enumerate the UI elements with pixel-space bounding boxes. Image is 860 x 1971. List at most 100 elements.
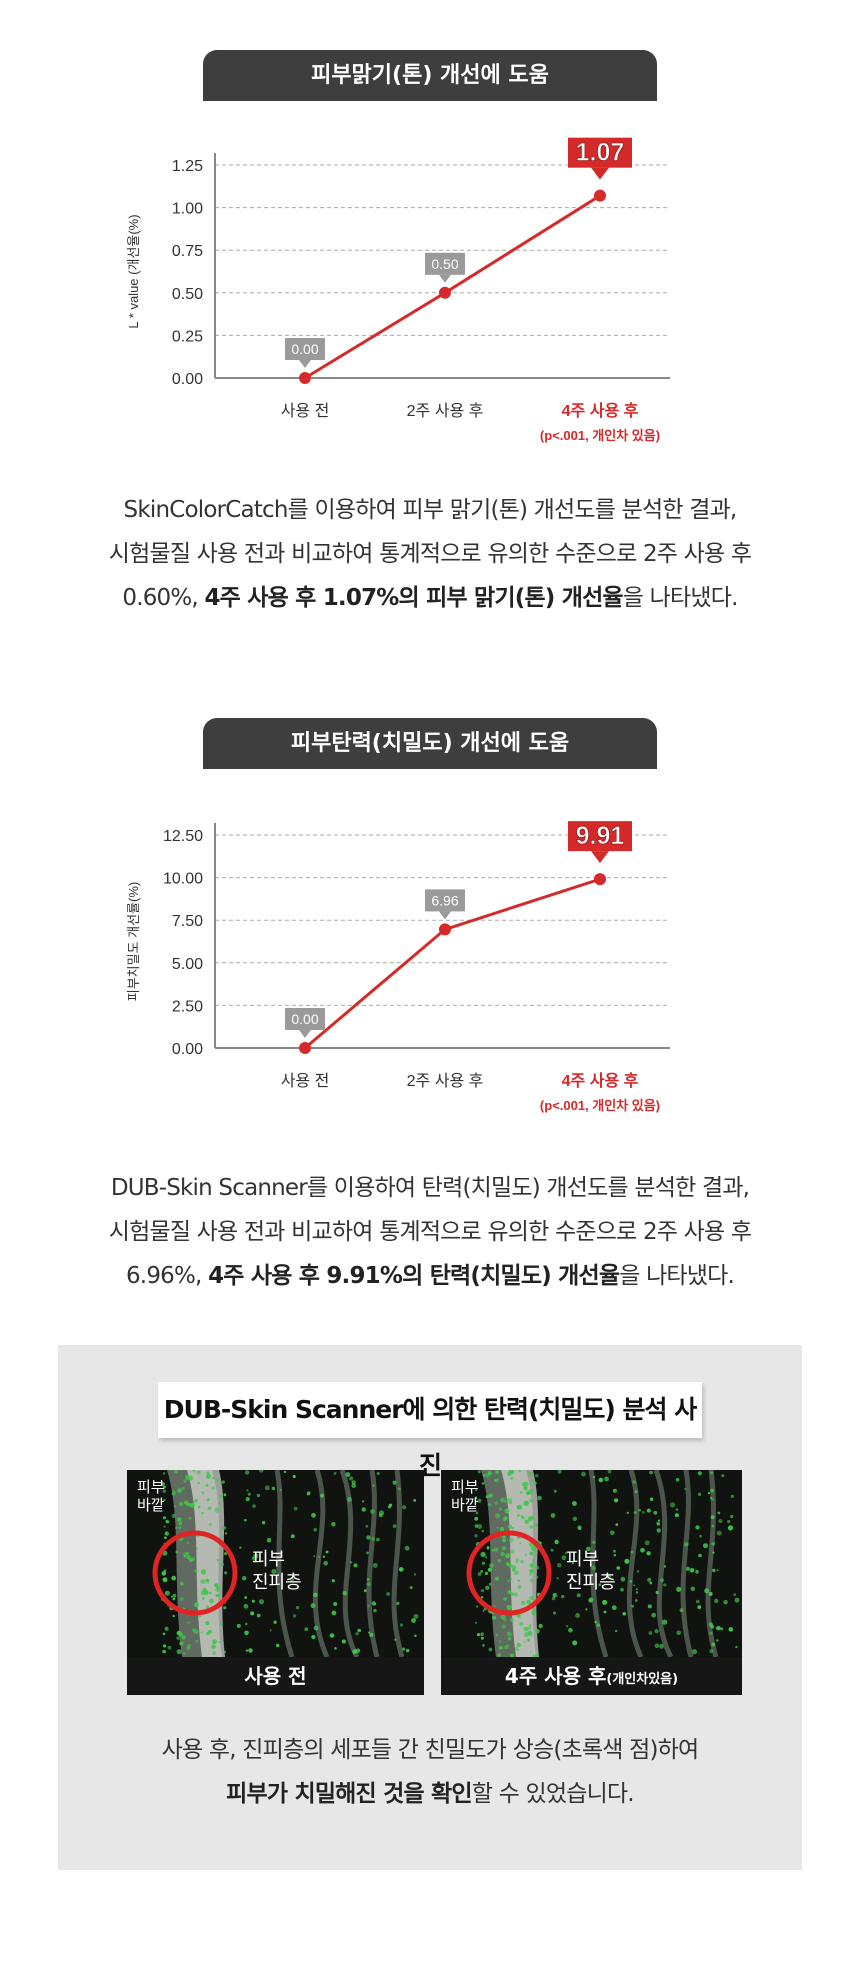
cell-dot [507, 1637, 512, 1641]
cell-dot [322, 1555, 326, 1558]
cell-dot [349, 1561, 353, 1564]
cell-dot [714, 1598, 719, 1603]
cell-dot [188, 1475, 194, 1481]
cell-dot [193, 1499, 198, 1503]
cell-dot [640, 1548, 645, 1553]
cell-dot [711, 1542, 715, 1546]
cell-dot [222, 1526, 227, 1530]
cell-dot [524, 1632, 529, 1638]
data-point [299, 1042, 311, 1054]
cell-dot [186, 1646, 191, 1651]
y-tick-label: 5.00 [172, 956, 203, 973]
cell-dot [190, 1502, 195, 1508]
cell-dot [614, 1498, 619, 1503]
cell-dot [708, 1591, 713, 1596]
cell-dot [620, 1576, 626, 1582]
cell-dot [224, 1552, 228, 1556]
cell-dot [325, 1550, 329, 1554]
cell-dot [497, 1558, 502, 1563]
cell-dot [626, 1511, 629, 1514]
cell-dot [695, 1599, 700, 1604]
cell-dot [631, 1604, 634, 1608]
x-tick-label: 2주 사용 후 [407, 402, 484, 420]
cell-dot [197, 1481, 200, 1485]
cell-dot [503, 1618, 507, 1622]
x-tick-label: 2주 사용 후 [407, 1072, 484, 1090]
cell-dot [351, 1483, 356, 1488]
cell-dot [689, 1568, 695, 1573]
cell-dot [707, 1492, 711, 1495]
significance-note: (p<.001, 개인차 있음) [540, 428, 660, 443]
cell-dot [598, 1583, 602, 1587]
y-tick-label: 1.00 [172, 201, 203, 218]
cell-dot [243, 1603, 249, 1609]
cell-dot [592, 1540, 596, 1544]
cell-dot [206, 1631, 210, 1636]
cell-dot [550, 1513, 556, 1518]
cell-dot [372, 1563, 378, 1568]
cell-dot [505, 1553, 510, 1559]
data-label: 0.00 [291, 1011, 318, 1027]
chart-2-desc-line3-pre: 6.96%, [125, 1263, 209, 1289]
cell-dot [474, 1534, 478, 1538]
cell-dot [375, 1537, 380, 1542]
cell-dot [716, 1639, 719, 1642]
cell-dot [503, 1516, 508, 1521]
cell-dot [193, 1628, 199, 1635]
cell-dot [212, 1639, 217, 1645]
cell-dot [709, 1631, 713, 1635]
cell-dot [649, 1581, 653, 1585]
cell-dot [177, 1488, 182, 1493]
cell-dot [331, 1610, 337, 1616]
cell-dot [717, 1511, 721, 1515]
cell-dot [176, 1636, 181, 1640]
dermis-highlight-circle [152, 1530, 238, 1616]
cell-dot [178, 1526, 182, 1529]
cell-dot [205, 1621, 210, 1626]
chart-1-desc-line2: 시험물질 사용 전과 비교하여 통계적으로 유의한 수준으로 2주 사용 후 [108, 541, 752, 567]
cell-dot [482, 1644, 485, 1647]
cell-dot [520, 1560, 524, 1564]
cell-dot [537, 1495, 542, 1501]
cell-dot [223, 1650, 226, 1654]
cell-dot [244, 1630, 249, 1636]
chart-1-desc-line3-post: 을 나타냈다. [622, 585, 739, 611]
cell-dot [498, 1640, 502, 1643]
cell-dot [481, 1482, 485, 1485]
cell-dot [636, 1570, 640, 1573]
cell-dot [180, 1597, 184, 1601]
cell-dot [215, 1587, 220, 1593]
cell-dot [162, 1632, 166, 1636]
y-tick-label: 1.25 [172, 158, 203, 175]
cell-dot [571, 1562, 574, 1565]
cell-dot [504, 1496, 508, 1500]
cell-dot [515, 1560, 519, 1563]
cell-dot [476, 1605, 479, 1608]
cell-dot [250, 1611, 255, 1616]
cell-dot [474, 1496, 478, 1500]
cell-dot [211, 1644, 216, 1649]
cell-dot [211, 1486, 216, 1490]
cell-dot [493, 1547, 499, 1553]
cell-dot [516, 1642, 521, 1648]
chart-2-title: 피부탄력(치밀도) 개선에 도움 [203, 718, 657, 769]
cell-dot [223, 1606, 227, 1610]
cell-dot [313, 1592, 318, 1598]
photo-section-title: DUB-Skin Scanner에 의한 탄력(치밀도) 분석 사진 [158, 1382, 702, 1480]
cell-dot [485, 1495, 489, 1499]
cell-dot [493, 1605, 496, 1608]
cell-dot [279, 1488, 283, 1491]
cell-dot [212, 1651, 216, 1655]
data-label-final: 9.91 [576, 822, 625, 850]
cell-dot [333, 1472, 337, 1475]
cell-dot [718, 1519, 723, 1523]
chart-2-description: DUB-Skin Scanner를 이용하여 탄력(치밀도) 개선도를 분석한 … [0, 1166, 860, 1298]
dermis-fiber [680, 1470, 694, 1658]
cell-dot [553, 1611, 556, 1615]
cell-dot [334, 1647, 337, 1650]
data-label: 0.50 [431, 256, 458, 272]
cell-dot [507, 1524, 513, 1529]
cell-dot [663, 1583, 667, 1587]
cell-dot [499, 1645, 503, 1650]
cell-dot [528, 1630, 532, 1635]
